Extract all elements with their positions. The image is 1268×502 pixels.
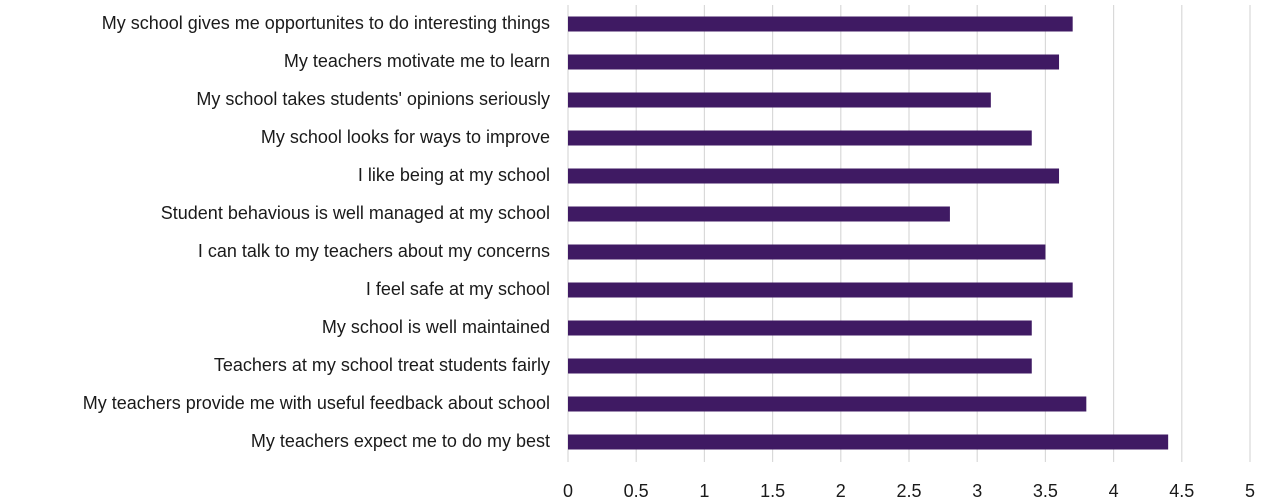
category-label-9: Teachers at my school treat students fai… [214,355,550,375]
category-label-0: My school gives me opportunites to do in… [102,13,550,33]
bar-10 [568,396,1087,412]
gridlines [567,5,1251,462]
x-tick-label-2: 1 [699,481,709,501]
category-label-1: My teachers motivate me to learn [284,51,550,71]
bar-7 [568,282,1073,298]
category-label-11: My teachers expect me to do my best [251,431,550,451]
bar-8 [568,320,1032,336]
category-label-7: I feel safe at my school [366,279,550,299]
bar-1 [568,54,1060,70]
bar-9 [568,358,1032,374]
x-tick-labels: 0 0.5 1 1.5 2 2.5 3 3.5 4 4.5 5 [563,481,1255,501]
category-label-2: My school takes students' opinions serio… [196,89,550,109]
x-tick-label-6: 3 [972,481,982,501]
bar-5 [568,206,950,222]
x-tick-label-8: 4 [1109,481,1119,501]
bar-4 [568,168,1060,184]
x-tick-label-0: 0 [563,481,573,501]
bar-11 [568,434,1169,450]
x-tick-label-3: 1.5 [760,481,785,501]
category-label-10: My teachers provide me with useful feedb… [83,393,550,413]
bars [568,16,1169,450]
category-labels: My school gives me opportunites to do in… [83,13,550,451]
x-tick-label-7: 3.5 [1033,481,1058,501]
category-label-6: I can talk to my teachers about my conce… [198,241,550,261]
category-label-8: My school is well maintained [322,317,550,337]
category-label-4: I like being at my school [358,165,550,185]
x-tick-label-10: 5 [1245,481,1255,501]
bar-3 [568,130,1032,146]
x-tick-label-9: 4.5 [1169,481,1194,501]
category-label-5: Student behavious is well managed at my … [161,203,550,223]
bar-2 [568,92,991,108]
x-tick-label-4: 2 [836,481,846,501]
bar-6 [568,244,1046,260]
bar-0 [568,16,1073,32]
x-tick-label-1: 0.5 [624,481,649,501]
category-label-3: My school looks for ways to improve [261,127,550,147]
x-tick-label-5: 2.5 [896,481,921,501]
